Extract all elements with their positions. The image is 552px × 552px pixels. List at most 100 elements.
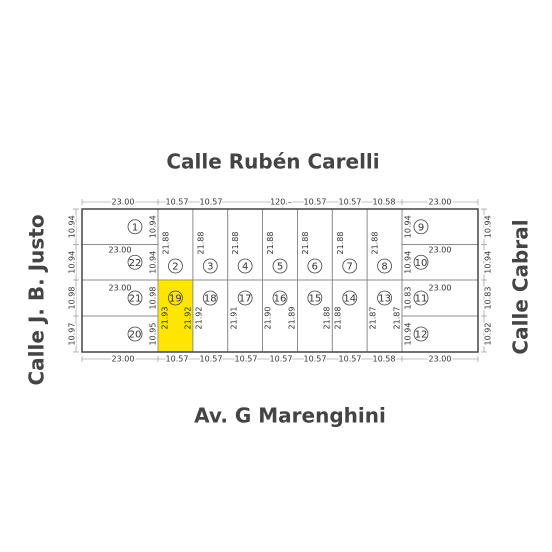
dim-right-inner: 10.94	[404, 251, 413, 274]
dim-bottom: 10.57	[166, 355, 189, 364]
lot-circle	[272, 290, 288, 306]
dim-top: 10.57	[339, 198, 362, 207]
dim-bottom: 23.00	[429, 355, 452, 364]
lot-number: 11	[415, 294, 428, 305]
dim-bottom: 10.57	[270, 355, 293, 364]
lot-circle	[202, 258, 218, 274]
depth-bottom: 21.87	[369, 307, 378, 330]
dim-right: 10.94	[484, 215, 493, 238]
street-right: Calle Cabral	[509, 219, 533, 354]
depth-top: 21.88	[266, 232, 275, 255]
street-top: Calle Rubén Carelli	[166, 150, 379, 174]
lot-number: 17	[239, 294, 252, 305]
dim-top: 10.58	[373, 198, 396, 207]
depth-bottom: 21.91	[230, 307, 239, 330]
width-right: 23.00	[429, 284, 452, 293]
lot	[401, 208, 479, 245]
dim-left: 10.94	[68, 215, 77, 238]
lot-number: 2	[172, 262, 178, 273]
dim-left-inner: 10.95	[149, 323, 158, 346]
dim-top: 10.57	[304, 198, 327, 207]
lot	[401, 315, 479, 353]
lot-circle	[342, 258, 358, 274]
street-bottom: Av. G Marenghini	[194, 404, 386, 428]
dim-left: 10.98	[68, 287, 77, 310]
depth-top: 21.88	[301, 232, 310, 255]
dim-left-inner: 10.98	[149, 287, 158, 310]
lot-circle	[127, 326, 143, 342]
lot-number: 20	[129, 330, 142, 341]
lot-circle	[127, 219, 143, 235]
lot-number: 4	[242, 262, 248, 273]
lot-circle	[307, 258, 323, 274]
lot-circle	[377, 258, 392, 274]
dim-top: 23.00	[429, 198, 452, 207]
dim-bottom: 10.57	[339, 355, 362, 364]
lot-number: 3	[207, 262, 213, 273]
lot-circle	[377, 290, 392, 306]
dim-top: 120.–	[270, 198, 292, 207]
lot-number: 12	[415, 330, 428, 341]
width-right: 23.00	[429, 246, 452, 255]
lot-number: 10	[415, 258, 428, 269]
dim-top: 10.57	[200, 198, 223, 207]
dim-right-inner: 10.83	[404, 287, 413, 310]
depth-top: 21.88	[231, 232, 240, 255]
depth-bottom: 21.88	[323, 307, 332, 330]
lot-circle	[272, 258, 288, 274]
dim-top: 10.57	[166, 198, 189, 207]
depth-bottom: 21.87	[393, 307, 402, 330]
lot-number: 6	[312, 262, 318, 273]
lot	[81, 208, 159, 245]
dim-left: 10.97	[68, 323, 77, 346]
lot-circle	[127, 254, 143, 270]
lot-number: 22	[129, 258, 142, 269]
dim-right-inner: 10.94	[404, 323, 413, 346]
lot-circle	[202, 290, 218, 306]
lot-number: 19	[169, 294, 182, 305]
block-outline	[81, 208, 479, 353]
lot-circle	[237, 258, 253, 274]
lot-number: 1	[132, 222, 138, 233]
dim-right: 10.92	[484, 323, 493, 346]
lot	[157, 279, 194, 353]
lot-number: 7	[347, 262, 353, 273]
depth-top: 21.88	[336, 232, 345, 255]
depth-top: 21.88	[196, 232, 205, 255]
depth-top: 21.88	[162, 232, 171, 255]
lot-circle	[413, 326, 429, 342]
lot-number: 8	[381, 262, 387, 273]
lot-number: 14	[343, 294, 356, 305]
dim-bottom: 23.00	[112, 355, 135, 364]
lot-number: 18	[204, 294, 217, 305]
dim-right-inner: 10.94	[404, 215, 413, 238]
street-left: Calle J. B. Justo	[25, 214, 49, 385]
depth-bottom: 21.92	[184, 307, 193, 330]
dim-left-inner: 10.94	[149, 215, 158, 238]
depth-bottom: 21.93	[161, 307, 170, 330]
dim-bottom: 10.58	[373, 355, 396, 364]
lot-circle	[413, 219, 429, 235]
lot-circle	[413, 290, 429, 306]
depth-bottom: 21.89	[288, 307, 297, 330]
dim-left-inner: 10.94	[149, 251, 158, 274]
depth-top: 21.88	[371, 232, 380, 255]
lot-number: 5	[277, 262, 283, 273]
lot-circle	[413, 254, 429, 270]
width-left: 23.00	[109, 246, 132, 255]
lot	[81, 315, 159, 353]
lot-circle	[307, 290, 323, 306]
lot-number: 9	[418, 222, 424, 233]
lot-circle	[342, 290, 358, 306]
dim-top: 23.00	[112, 198, 135, 207]
lot-circle	[127, 290, 143, 306]
depth-bottom: 21.90	[264, 307, 273, 330]
dim-bottom: 10.57	[200, 355, 223, 364]
dim-left: 10.94	[68, 251, 77, 274]
depth-bottom: 21.92	[195, 307, 204, 330]
lot-circle	[168, 258, 183, 274]
depth-bottom: 21.88	[334, 307, 343, 330]
lot-circle	[237, 290, 253, 306]
lot-number: 13	[378, 294, 391, 305]
